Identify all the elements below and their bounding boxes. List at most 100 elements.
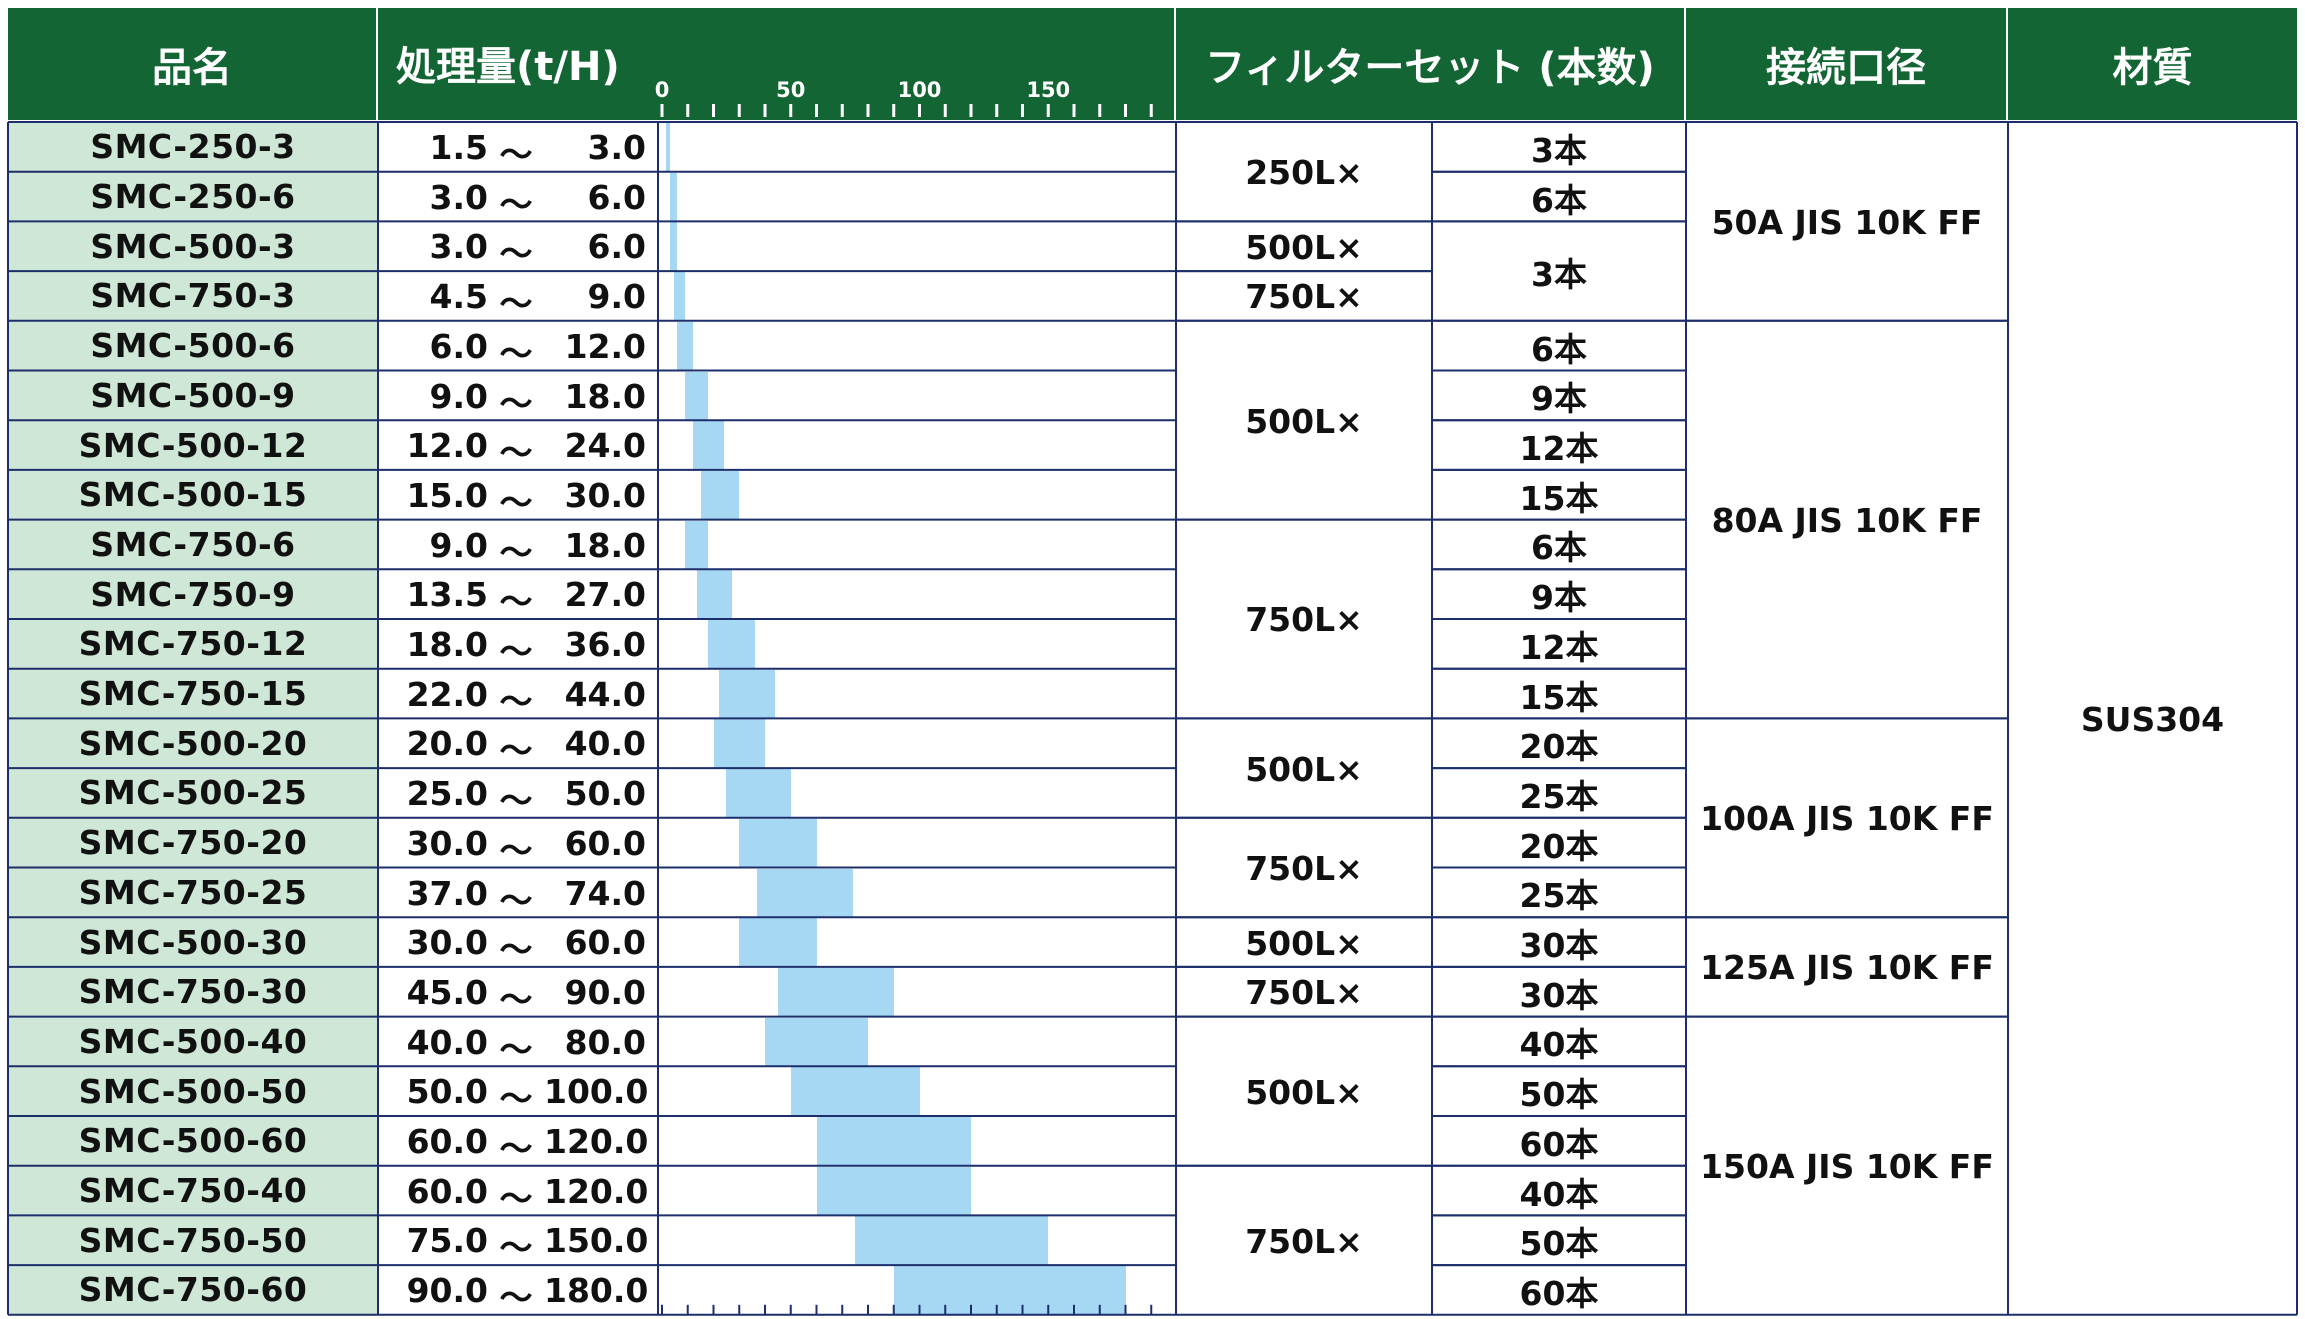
capacity-high: 27.0 [564,575,646,615]
connection-size-cell: 80A JIS 10K FF [1687,322,2007,719]
connection-size-cell: 50A JIS 10K FF [1687,124,2007,321]
capacity-separator: ～ [499,781,533,821]
product-name-cell: SMC-500-6 [8,320,378,371]
capacity-high: 120.0 [544,1171,649,1211]
product-name-cell: SMC-750-9 [8,569,378,619]
connection-size-cell: 150A JIS 10K FF [1687,1018,2007,1315]
filter-size-cell: 750L× [1177,521,1431,719]
capacity-range-bar [685,520,709,570]
filter-count-cell: 3本 [1433,223,1685,321]
capacity-separator: ～ [499,830,533,870]
filter-count-cell: 50本 [1433,1068,1685,1116]
capacity-high: 50.0 [564,774,646,814]
capacity-low: 25.0 [406,774,488,814]
product-name-cell: SMC-250-6 [8,171,378,222]
filter-size-cell: 500L× [1177,223,1431,272]
filter-size-cell: 750L× [1177,273,1431,321]
filter-count-cell: 25本 [1433,770,1685,818]
product-name-cell: SMC-750-60 [8,1265,378,1315]
capacity-range-bar [726,769,791,818]
capacity-low: 60.0 [406,1122,488,1161]
capacity-range-bar [669,222,678,272]
capacity-separator: ～ [499,930,533,970]
capacity-separator: ～ [499,731,533,771]
capacity-high: 6.0 [587,177,646,217]
filter-count-cell: 40本 [1433,1018,1685,1067]
filter-count-cell: 50本 [1433,1217,1685,1266]
filter-size-cell: 500L× [1177,919,1431,967]
capacity-high: 150.0 [544,1221,649,1261]
filter-count-cell: 9本 [1433,571,1685,619]
capacity-low: 60.0 [406,1171,488,1211]
product-name-cell: SMC-750-12 [8,619,378,669]
capacity-low: 90.0 [406,1271,488,1311]
capacity-high: 36.0 [564,625,646,664]
capacity-range-bar [816,1166,971,1216]
capacity-low: 1.5 [429,128,488,167]
capacity-range-bar [739,818,817,868]
capacity-high: 180.0 [544,1271,649,1311]
capacity-low: 13.5 [406,575,488,615]
filter-count-cell: 12本 [1433,422,1685,470]
capacity-range-bar [757,868,853,918]
material-cell: SUS304 [2009,124,2296,1315]
filter-count-cell: 25本 [1433,869,1685,918]
filter-count-cell: 20本 [1433,720,1685,769]
filter-size-cell: 750L× [1177,968,1431,1017]
capacity-separator: ～ [499,333,533,373]
capacity-range-bar [669,172,678,222]
capacity-separator: ～ [499,135,533,174]
capacity-low: 18.0 [406,625,488,664]
capacity-high: 90.0 [564,972,646,1012]
capacity-low: 3.0 [429,227,488,267]
header-filter-set: フィルターセット (本数) [1176,8,1684,120]
capacity-separator: ～ [499,234,533,274]
filter-count-cell: 15本 [1433,670,1685,719]
header-capacity-label: 処理量(t/H) [396,44,620,90]
capacity-high: 18.0 [564,525,646,565]
capacity-range-bar [777,967,894,1017]
filter-count-cell: 9本 [1433,372,1685,421]
filter-count-cell: 30本 [1433,968,1685,1017]
capacity-range-bar [739,918,817,967]
filter-count-cell: 60本 [1433,1267,1685,1315]
capacity-range-bar [685,371,709,421]
capacity-low: 45.0 [406,972,488,1012]
capacity-separator: ～ [499,1228,533,1268]
capacity-high: 120.0 [544,1122,649,1161]
capacity-low: 3.0 [429,177,488,217]
capacity-range-bar [700,470,740,520]
product-name-cell: SMC-750-25 [8,867,378,918]
capacity-low: 37.0 [406,873,488,913]
product-name-cell: SMC-750-30 [8,966,378,1017]
product-name-cell: SMC-750-6 [8,519,378,570]
header-capacity: 処理量(t/H) [378,8,1174,120]
capacity-range-bar [718,669,776,719]
capacity-separator: ～ [499,1278,533,1318]
capacity-low: 4.5 [429,277,488,317]
filter-size-cell: 750L× [1177,819,1431,918]
capacity-low: 9.0 [429,525,488,565]
filter-size-cell: 500L× [1177,322,1431,520]
capacity-separator: ～ [499,632,533,671]
capacity-high: 80.0 [564,1022,646,1062]
capacity-separator: ～ [499,1129,533,1168]
capacity-high: 18.0 [564,376,646,416]
capacity-high: 40.0 [564,724,646,764]
header-product-name: 品名 [8,8,376,120]
capacity-range-bar [692,421,724,470]
filter-count-cell: 12本 [1433,621,1685,669]
capacity-separator: ～ [499,582,533,622]
filter-count-cell: 20本 [1433,819,1685,868]
header-connection: 接続口径 [1686,8,2006,120]
product-name-cell: SMC-750-40 [8,1165,378,1216]
capacity-low: 75.0 [406,1221,488,1261]
filter-size-cell: 250L× [1177,124,1431,222]
capacity-separator: ～ [499,1029,533,1069]
product-name-cell: SMC-500-20 [8,718,378,769]
capacity-low: 15.0 [406,475,488,515]
axis-tick-label: 0 [654,78,670,102]
capacity-range-bar [765,1017,868,1067]
product-name-cell: SMC-750-3 [8,271,378,321]
capacity-range-bar [665,123,670,172]
